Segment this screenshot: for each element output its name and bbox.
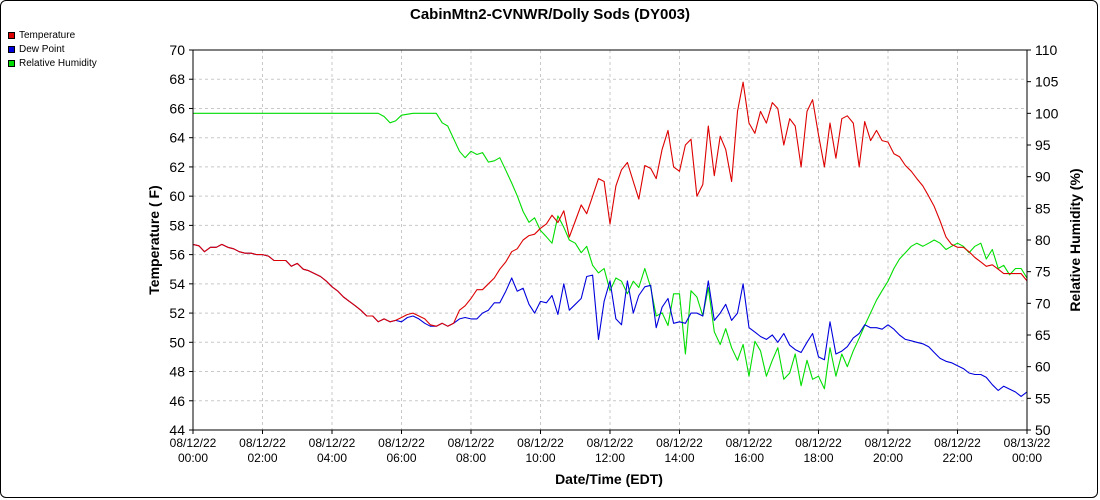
y-tick-label-right: 100 xyxy=(1035,105,1059,121)
x-tick-label-time: 20:00 xyxy=(873,451,903,465)
x-tick-label-time: 12:00 xyxy=(595,451,625,465)
legend-item-relative-humidity[interactable]: Relative Humidity xyxy=(8,56,97,70)
x-tick-label-time: 16:00 xyxy=(734,451,764,465)
x-tick-label-time: 08:00 xyxy=(456,451,486,465)
x-tick-label-time: 00:00 xyxy=(178,451,208,465)
y-tick-label-right: 55 xyxy=(1035,390,1051,406)
y-tick-label-left: 68 xyxy=(169,71,185,87)
relative-humidity-line xyxy=(193,112,1027,390)
y-tick-label-left: 66 xyxy=(169,100,185,116)
y-tick-label-right: 90 xyxy=(1035,169,1051,185)
x-tick-label-date: 08/12/22 xyxy=(934,436,981,450)
y-axis-label-right: Relative Humidity (%) xyxy=(1067,168,1083,311)
y-tick-label-right: 75 xyxy=(1035,264,1051,280)
x-tick-label-date: 08/12/22 xyxy=(448,436,495,450)
x-tick-label-time: 18:00 xyxy=(803,451,833,465)
y-tick-label-right: 70 xyxy=(1035,295,1051,311)
legend-swatch-relative-humidity xyxy=(8,59,15,67)
grid-layer xyxy=(193,50,1027,430)
y-tick-label-left: 64 xyxy=(169,130,185,146)
x-tick-label-date: 08/12/22 xyxy=(378,436,425,450)
x-tick-label-date: 08/12/22 xyxy=(795,436,842,450)
y-tick-label-right: 95 xyxy=(1035,137,1051,153)
legend-label-relative-humidity: Relative Humidity xyxy=(19,57,97,69)
y-tick-label-left: 62 xyxy=(169,159,185,175)
y-tick-label-right: 80 xyxy=(1035,232,1051,248)
legend-swatch-dew-point xyxy=(8,45,15,53)
series-layer xyxy=(193,81,1027,397)
x-axis-label: Date/Time (EDT) xyxy=(555,471,663,487)
y-tick-label-left: 46 xyxy=(169,393,185,409)
y-tick-label-left: 70 xyxy=(169,42,185,58)
x-tick-label-time: 14:00 xyxy=(664,451,694,465)
x-tick-label-time: 10:00 xyxy=(525,451,555,465)
y-tick-label-right: 60 xyxy=(1035,359,1051,375)
x-tick-label-date: 08/12/22 xyxy=(726,436,773,450)
x-tick-label-time: 06:00 xyxy=(386,451,416,465)
legend-label-temperature: Temperature xyxy=(19,29,76,41)
legend-item-temperature[interactable]: Temperature xyxy=(8,28,97,42)
y-tick-label-left: 60 xyxy=(169,188,185,204)
y-tick-label-left: 44 xyxy=(169,422,185,438)
x-tick-label-date: 08/12/22 xyxy=(865,436,912,450)
x-tick-label-date: 08/12/22 xyxy=(170,436,217,450)
y-axis-label-left: Temperature ( F) xyxy=(146,185,162,294)
x-tick-label-date: 08/12/22 xyxy=(656,436,703,450)
y-tick-label-right: 85 xyxy=(1035,200,1051,216)
axis-layer: 44 46 48 50 52 54 56 58 60 62 64 66 68 70 50 55 60 65 70 75… xyxy=(169,42,1058,465)
y-tick-label-left: 58 xyxy=(169,217,185,233)
y-tick-label-left: 54 xyxy=(169,276,185,292)
y-tick-label-left: 50 xyxy=(169,334,185,350)
x-tick-label-time: 04:00 xyxy=(317,451,347,465)
legend-swatch-temperature xyxy=(8,31,15,39)
y-tick-label-left: 48 xyxy=(169,364,185,380)
y-tick-label-right: 105 xyxy=(1035,74,1059,90)
legend-label-dew-point: Dew Point xyxy=(19,43,65,55)
y-tick-label-left: 56 xyxy=(169,247,185,263)
x-tick-label-date: 08/12/22 xyxy=(309,436,356,450)
y-tick-label-right: 110 xyxy=(1035,42,1058,58)
x-tick-label-date: 08/12/22 xyxy=(587,436,634,450)
x-tick-label-date: 08/12/22 xyxy=(239,436,286,450)
y-tick-label-left: 52 xyxy=(169,305,185,321)
x-tick-label-time: 22:00 xyxy=(942,451,972,465)
legend: Temperature Dew Point Relative Humidity xyxy=(8,28,97,70)
y-tick-label-right: 50 xyxy=(1035,422,1051,438)
legend-item-dew-point[interactable]: Dew Point xyxy=(8,42,97,56)
x-tick-label-time: 00:00 xyxy=(1012,451,1042,465)
chart-title: CabinMtn2-CVNWR/Dolly Sods (DY003) xyxy=(410,6,690,23)
temperature-line xyxy=(193,81,1027,327)
x-tick-label-date: 08/13/22 xyxy=(1004,436,1051,450)
y-tick-label-right: 65 xyxy=(1035,327,1051,343)
x-tick-label-time: 02:00 xyxy=(247,451,277,465)
x-tick-label-date: 08/12/22 xyxy=(517,436,564,450)
